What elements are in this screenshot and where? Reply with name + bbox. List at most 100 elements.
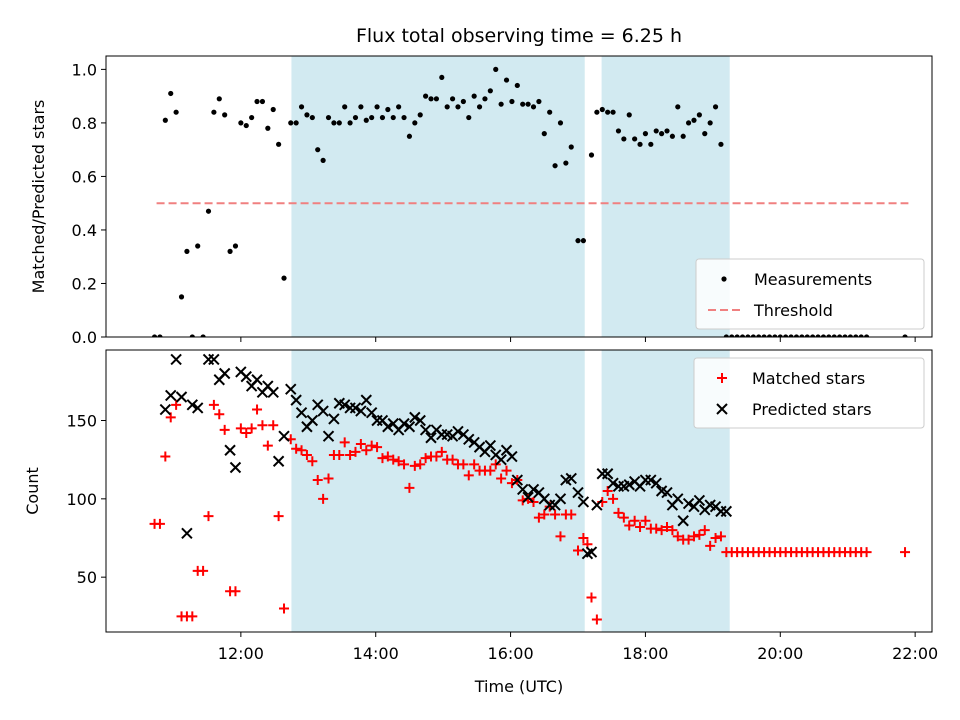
x-tick-label-2: 16:00 [488,644,534,663]
count-series-0-point-100 [688,531,699,542]
count-series-0-point-40 [366,440,377,451]
count-series-0-point-88 [624,520,635,531]
ratio-series-0-point-97 [680,133,686,139]
ratio-series-0-point-100 [696,112,702,118]
ratio-shaded-interval-0 [291,56,585,337]
count-series-0-point-10 [203,511,214,522]
ratio-series-0-point-2 [162,117,168,123]
ratio-series-0-point-37 [352,114,359,121]
ratio-series-0-point-13 [222,112,228,118]
ratio-series-0-point-40 [369,114,375,121]
count-series-1-point-96 [682,497,695,510]
count-series-1-point-37 [365,406,378,419]
count-series-0-point-9 [198,565,209,576]
ratio-series-0-point-93 [659,131,665,137]
ratio-series-0-point-83 [605,109,611,115]
count-series-0-point-34 [334,449,345,460]
count-series-0-point-91 [640,515,651,526]
ratio-series-0-point-50 [423,93,429,99]
count-series-1-point-90 [650,477,662,489]
x-tick-label-3: 18:00 [622,644,668,663]
ratio-series-0-point-103 [712,104,719,110]
count-series-1-point-61 [495,453,507,466]
count-series-1-point-81 [601,468,614,480]
count-series-0-point-74 [550,509,561,520]
count-series-0-point-79 [578,533,589,543]
count-series-1-point-21 [278,430,290,442]
count-series-0-point-86 [613,507,624,518]
chart-title: Flux total observing time = 6.25 h [356,25,682,47]
ratio-series-0-point-78 [575,238,581,244]
ratio-series-0-point-58 [466,114,472,121]
x-tick-label-4: 20:00 [757,644,803,663]
count-series-0-point-45 [393,456,404,467]
ratio-series-0-point-106 [729,334,735,337]
count-series-0-point-46 [399,459,410,470]
count-series-1-point-0 [159,403,172,416]
count-series-0-point-13 [219,424,230,435]
count-series-1-point-64 [511,474,524,486]
ratio-series-0-point-81 [594,109,600,115]
ratio-series-0-point-5 [178,294,185,300]
ratio-series-0-point-7 [189,334,195,337]
count-series-0-point-22 [268,420,279,431]
count-y-tick-label-0: 50 [77,568,97,587]
count-series-0-point-35 [339,437,350,448]
ratio-axes-frame [105,55,933,338]
ratio-series-0-point-43 [385,106,391,113]
count-series-1-point-48 [425,432,437,444]
ratio-series-0-point-70 [530,104,537,110]
ratio-series-0-point-25 [288,120,294,126]
ratio-y-axis-title: Matched/Predicted stars [29,100,48,294]
ratio-series-0-point-16 [238,120,244,126]
count-series-1-point-24 [295,406,308,419]
count-series-0-point-21 [262,440,273,451]
count-series-0-point-62 [485,465,496,476]
x-axis-title: Time (UTC) [474,677,563,696]
ratio-series-0-point-101 [702,131,708,137]
ratio-series-0-point-57 [460,98,466,105]
ratio-series-0-point-26 [293,120,299,126]
count-series-0-point-30 [312,475,323,486]
count-series-1-point-14 [240,370,252,383]
ratio-series-0-point-89 [637,141,643,147]
ratio-series-0-point-21 [265,125,271,131]
count-series-1-point-66 [522,491,534,503]
ratio-series-0-point-38 [358,104,364,110]
ratio-series-0-point-55 [449,96,456,102]
count-series-0-point-81 [586,592,597,603]
count-series-1-point-63 [506,450,518,463]
ratio-series-0-point-75 [557,120,564,126]
count-series-0-point-26 [291,443,302,454]
count-series-1-point-44 [403,421,416,433]
ratio-plot-area [151,56,909,337]
count-series-0-point-49 [415,459,426,470]
ratio-series-0-point-24 [281,275,287,281]
ratio-series-0-point-22 [270,106,276,113]
count-series-0-point-43 [382,451,393,462]
ratio-series-0-point-31 [320,157,326,163]
count-series-1-point-26 [306,414,319,427]
count-series-0-point-2 [160,451,171,462]
count-series-0-point-75 [555,531,566,542]
ratio-series-0-point-12 [216,96,222,102]
ratio-series-0-point-0 [151,334,158,337]
ratio-series-0-point-54 [444,104,450,110]
ratio-series-0-point-99 [691,117,697,123]
count-series-0-point-15 [230,586,241,597]
count-series-1-point-40 [382,421,394,433]
count-series-0-point-38 [355,439,366,449]
count-series-1-point-1 [165,389,177,402]
count-y-tick-label-2: 150 [66,412,97,431]
count-series-1-point-3 [175,391,188,403]
ratio-series-0-point-125 [831,334,837,337]
count-series-1-point-4 [181,527,193,540]
ratio-series-0-point-60 [476,104,483,110]
ratio-series-0-point-9 [200,334,206,337]
ratio-series-0-point-72 [541,131,547,137]
ratio-series-0-point-30 [315,147,321,153]
ratio-series-0-point-117 [788,334,794,337]
ratio-series-0-point-33 [331,120,337,126]
ratio-series-0-point-15 [232,243,239,249]
ratio-series-0-point-52 [433,96,439,102]
